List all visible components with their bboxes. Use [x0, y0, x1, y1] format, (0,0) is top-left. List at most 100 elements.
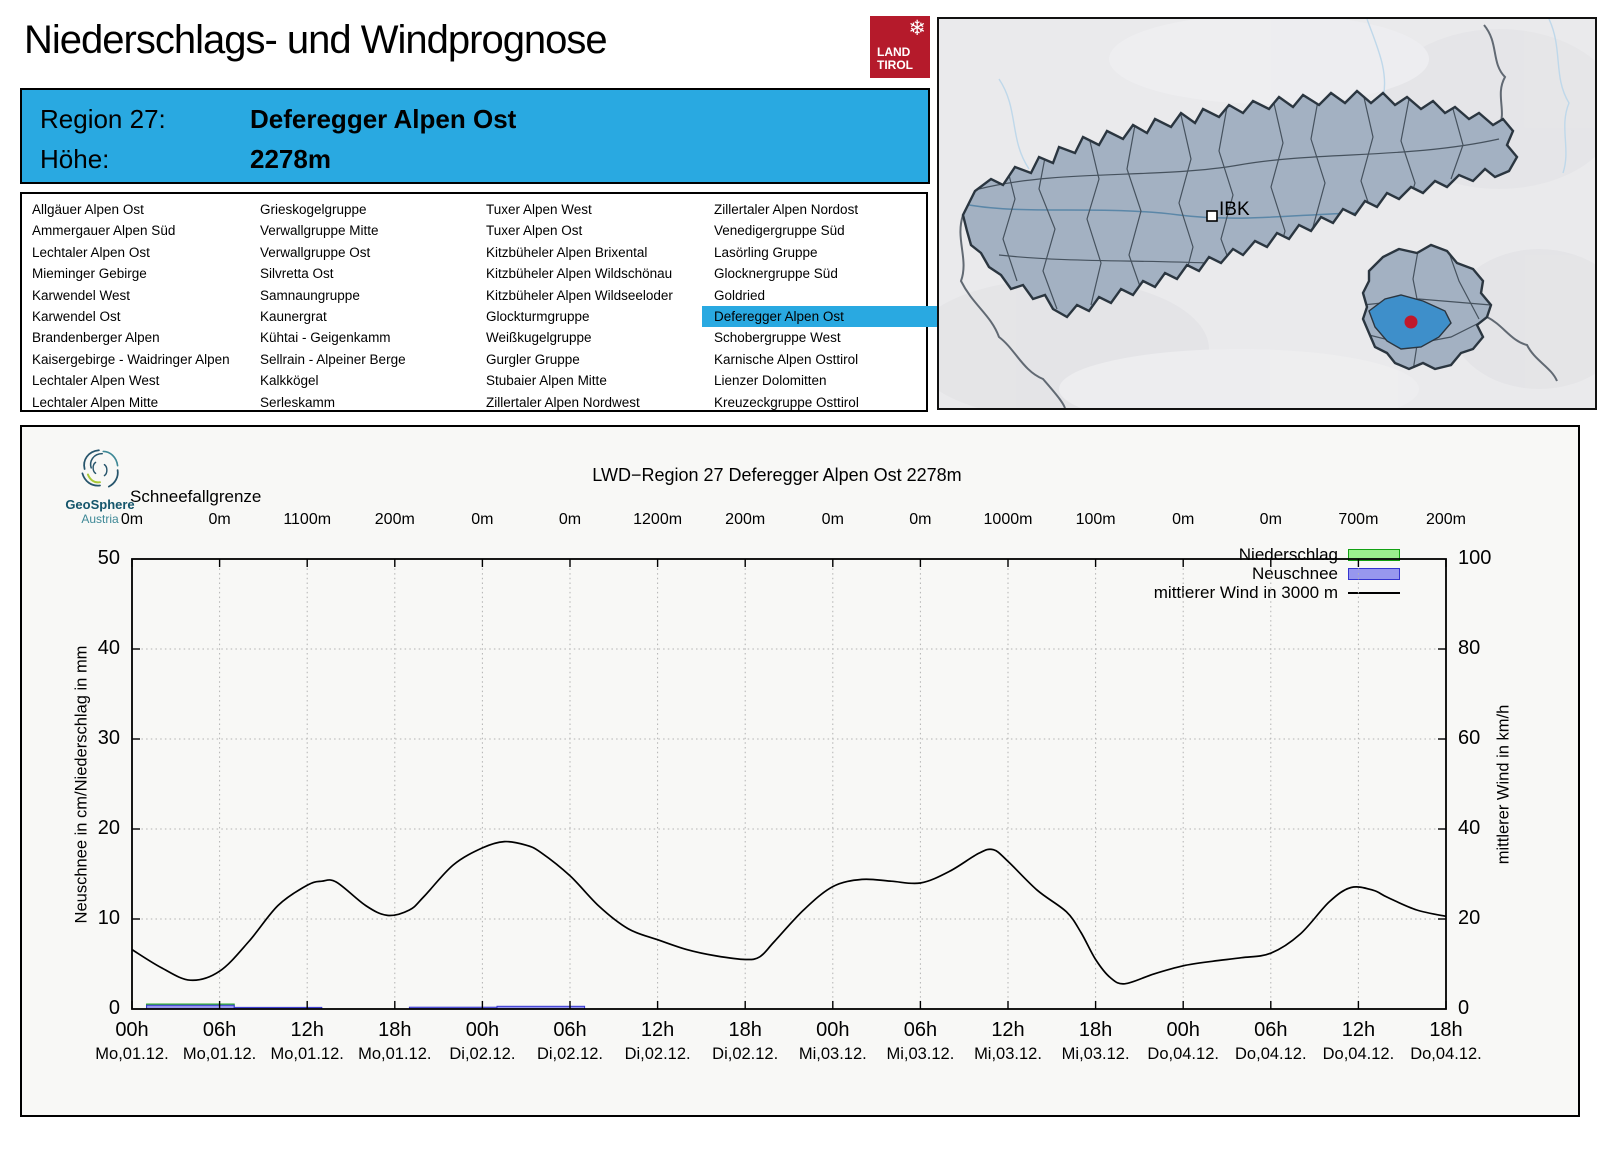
y-left-tick-label: 30	[97, 727, 120, 749]
geosphere-logo: GeoSphere Austria	[40, 447, 160, 526]
snowline-value: 0m	[120, 511, 144, 528]
region-item[interactable]: Kitzbüheler Alpen Wildschönau	[486, 266, 673, 282]
region-item[interactable]: Karwendel West	[32, 287, 131, 303]
region-item[interactable]: Serleskamm	[260, 394, 336, 410]
legend-swatch	[1348, 591, 1400, 594]
region-item[interactable]: Glockturmgruppe	[486, 308, 590, 324]
y-left-tick-label: 10	[97, 907, 120, 929]
y-left-tick-label: 20	[97, 817, 120, 839]
altitude-value: 2278m	[250, 144, 331, 174]
region-item[interactable]: Tuxer Alpen Ost	[486, 223, 583, 239]
region-item[interactable]: Lechtaler Alpen Mitte	[32, 394, 159, 410]
y-right-tick-label: 80	[1458, 637, 1481, 659]
region-item[interactable]: Verwallgruppe Ost	[260, 244, 371, 260]
snowline-value: 200m	[1425, 511, 1467, 528]
y-right-tick-label: 100	[1458, 547, 1492, 569]
north-tirol-outline	[961, 89, 1519, 319]
snowline-value: 100m	[1075, 511, 1116, 528]
x-date-label: Do,04.12.	[1235, 1045, 1307, 1063]
snowline-value: 0m	[1172, 511, 1195, 528]
x-date-label: Mi,03.12.	[886, 1045, 955, 1063]
region-item[interactable]: Brandenberger Alpen	[32, 330, 160, 346]
tirol-map[interactable]: IBK	[909, 14, 1600, 429]
region-item[interactable]: Schobergruppe West	[714, 330, 841, 346]
region-name: Deferegger Alpen Ost	[250, 104, 517, 134]
chart-title: LWD−Region 27 Deferegger Alpen Ost 2278m	[592, 465, 962, 485]
region-column-1: Allgäuer Alpen Ost Ammergauer Alpen Süd Le…	[32, 199, 258, 413]
region-item-selected[interactable]: Deferegger Alpen Ost	[702, 305, 938, 328]
x-date-label: Mi,03.12.	[798, 1045, 867, 1063]
region-banner: Region 27: Deferegger Alpen Ost Höhe: 2278…	[20, 88, 930, 184]
region-column-2: Grieskogelgruppe Verwallgruppe Mitte Verwa…	[260, 199, 484, 413]
region-item[interactable]: Ammergauer Alpen Süd	[32, 223, 176, 239]
snowline-value: 0m	[208, 511, 231, 528]
snowline-value: 0m	[558, 511, 582, 528]
snowline-value: 1200m	[633, 511, 683, 528]
region-item[interactable]: Lasörling Gruppe	[714, 244, 818, 260]
banner-region-row: Region 27: Deferegger Alpen Ost	[40, 104, 516, 135]
snowline-value: 1000m	[983, 511, 1033, 528]
land-tirol-logo-text: LAND TIROL	[877, 45, 913, 72]
region-item[interactable]: Kalkkögel	[260, 373, 319, 389]
region-item[interactable]: Karwendel Ost	[32, 308, 121, 324]
region-item[interactable]: Lechtaler Alpen West	[32, 373, 160, 389]
region-item[interactable]: Kitzbüheler Alpen Wildseeloder	[486, 287, 673, 303]
region-item[interactable]: Kühtai - Geigenkamm	[260, 330, 391, 346]
region-item[interactable]: Kaunergrat	[260, 308, 327, 324]
region-item[interactable]: Tuxer Alpen West	[486, 202, 592, 217]
region-item[interactable]: Sellrain - Alpeiner Berge	[260, 351, 406, 367]
banner-altitude-row: Höhe: 2278m	[40, 144, 331, 175]
east-tirol-outline	[1361, 243, 1493, 371]
geosphere-sub: Austria	[81, 512, 119, 526]
region-item[interactable]: Stubaier Alpen Mitte	[486, 373, 607, 389]
region-item[interactable]: Venedigergruppe Süd	[714, 223, 845, 239]
ibk-marker	[1206, 210, 1218, 222]
region-item[interactable]: Verwallgruppe Mitte	[260, 223, 379, 239]
legend-row: mittlerer Wind in 3000 m	[1154, 583, 1400, 602]
region-item[interactable]: Weißkugelgruppe	[486, 330, 592, 346]
region-item[interactable]: Samnaungruppe	[260, 287, 360, 303]
region-item[interactable]: Grieskogelgruppe	[260, 202, 367, 217]
region-item[interactable]: Allgäuer Alpen Ost	[32, 202, 144, 217]
snowline-value: 0m	[821, 511, 844, 528]
region-item[interactable]: Karnische Alpen Osttirol	[714, 351, 859, 367]
forecast-chart-panel: GeoSphere Austria LWD−Region 27 Deferegg…	[20, 425, 1580, 1117]
x-hour-label: 06h	[1254, 1019, 1288, 1041]
legend-swatch	[1348, 548, 1400, 561]
y-left-tick-label: 40	[97, 637, 120, 659]
x-hour-label: 00h	[465, 1019, 500, 1041]
x-date-label: Mi,03.12.	[1061, 1045, 1130, 1063]
selected-station-marker	[1404, 315, 1418, 329]
region-item[interactable]: Goldried	[714, 287, 766, 303]
region-item[interactable]: Zillertaler Alpen Nordwest	[486, 394, 640, 410]
x-hour-label: 18h	[728, 1019, 762, 1041]
snowflake-icon: ❄	[908, 17, 926, 40]
x-date-label: Do,04.12.	[1147, 1045, 1219, 1063]
x-date-label: Di,02.12.	[624, 1045, 691, 1063]
region-item[interactable]: Lechtaler Alpen Ost	[32, 244, 150, 260]
snowline-value: 200m	[374, 511, 415, 528]
legend-row: Neuschnee	[1154, 564, 1400, 583]
region-item[interactable]: Kaisergebirge - Waidringer Alpen	[32, 351, 230, 367]
region-item[interactable]: Silvretta Ost	[260, 266, 334, 282]
region-item[interactable]: Kreuzeckgruppe Osttirol	[714, 394, 859, 410]
x-hour-label: 00h	[115, 1019, 149, 1041]
region-item[interactable]: Mieminger Gebirge	[32, 266, 147, 282]
legend-label: Neuschnee	[1251, 563, 1338, 583]
region-item[interactable]: Gurgler Gruppe	[486, 351, 580, 367]
legend-swatch	[1348, 567, 1400, 580]
x-hour-label: 06h	[202, 1019, 237, 1041]
x-date-label: Mo,01.12.	[270, 1045, 344, 1063]
geosphere-swirl-icon	[81, 449, 119, 488]
region-item[interactable]: Zillertaler Alpen Nordost	[714, 202, 859, 217]
plot-area	[131, 558, 1447, 1010]
region-item[interactable]: Lienzer Dolomitten	[714, 373, 827, 389]
y-right-tick-label: 60	[1458, 727, 1481, 749]
x-date-label: Di,02.12.	[449, 1045, 516, 1063]
legend-label: mittlerer Wind in 3000 m	[1153, 582, 1338, 602]
x-hour-label: 00h	[1166, 1019, 1200, 1041]
region-item[interactable]: Glocknergruppe Süd	[714, 266, 838, 282]
region-item[interactable]: Kitzbüheler Alpen Brixental	[486, 244, 648, 260]
x-hour-label: 12h	[991, 1019, 1025, 1041]
tirol-map-svg[interactable]: IBK	[909, 14, 1600, 429]
